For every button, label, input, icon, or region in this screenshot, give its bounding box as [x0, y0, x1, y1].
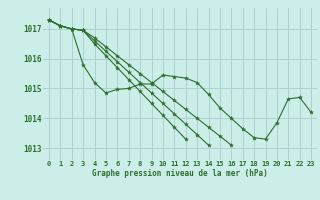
X-axis label: Graphe pression niveau de la mer (hPa): Graphe pression niveau de la mer (hPa) — [92, 169, 268, 178]
